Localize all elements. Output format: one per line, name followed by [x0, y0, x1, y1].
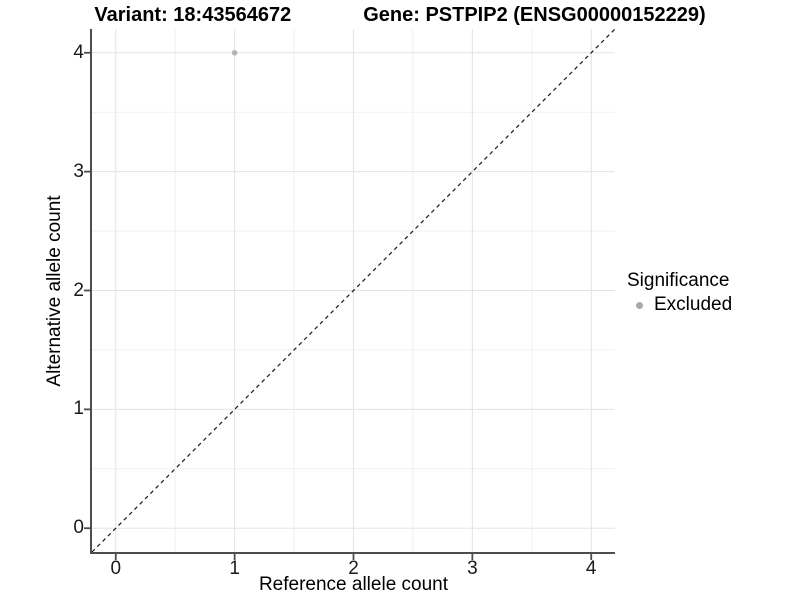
x-tick-label: 2	[348, 558, 359, 579]
legend-title: Significance	[627, 270, 730, 291]
legend-point-icon	[636, 301, 643, 309]
x-tick-label: 0	[110, 558, 122, 579]
y-tick-label: 0	[73, 517, 84, 539]
x-axis-title: Reference allele count	[258, 574, 449, 595]
data-point	[231, 49, 238, 56]
y-axis-title: Alternative allele count	[44, 195, 65, 387]
x-tick-label: 3	[467, 558, 478, 579]
plot-title: Variant: 18:43564672 Gene: PSTPIP2 (ENSG…	[0, 3, 800, 27]
identity-line	[91, 28, 616, 553]
legend: Significance Excluded	[627, 269, 732, 316]
x-tick-label: 1	[229, 558, 240, 579]
y-tick-label: 1	[73, 398, 84, 420]
legend-entry-excluded: Excluded	[627, 294, 732, 316]
plot-title-gene: Gene: PSTPIP2 (ENSG00000152229)	[363, 4, 706, 26]
y-tick-label: 2	[73, 279, 84, 301]
y-tick-label: 3	[73, 160, 84, 182]
y-tick-label: 4	[73, 41, 84, 63]
legend-entry-label: Excluded	[654, 294, 733, 315]
x-tick-label: 4	[585, 558, 597, 579]
plot-title-variant: Variant: 18:43564672	[94, 4, 292, 26]
